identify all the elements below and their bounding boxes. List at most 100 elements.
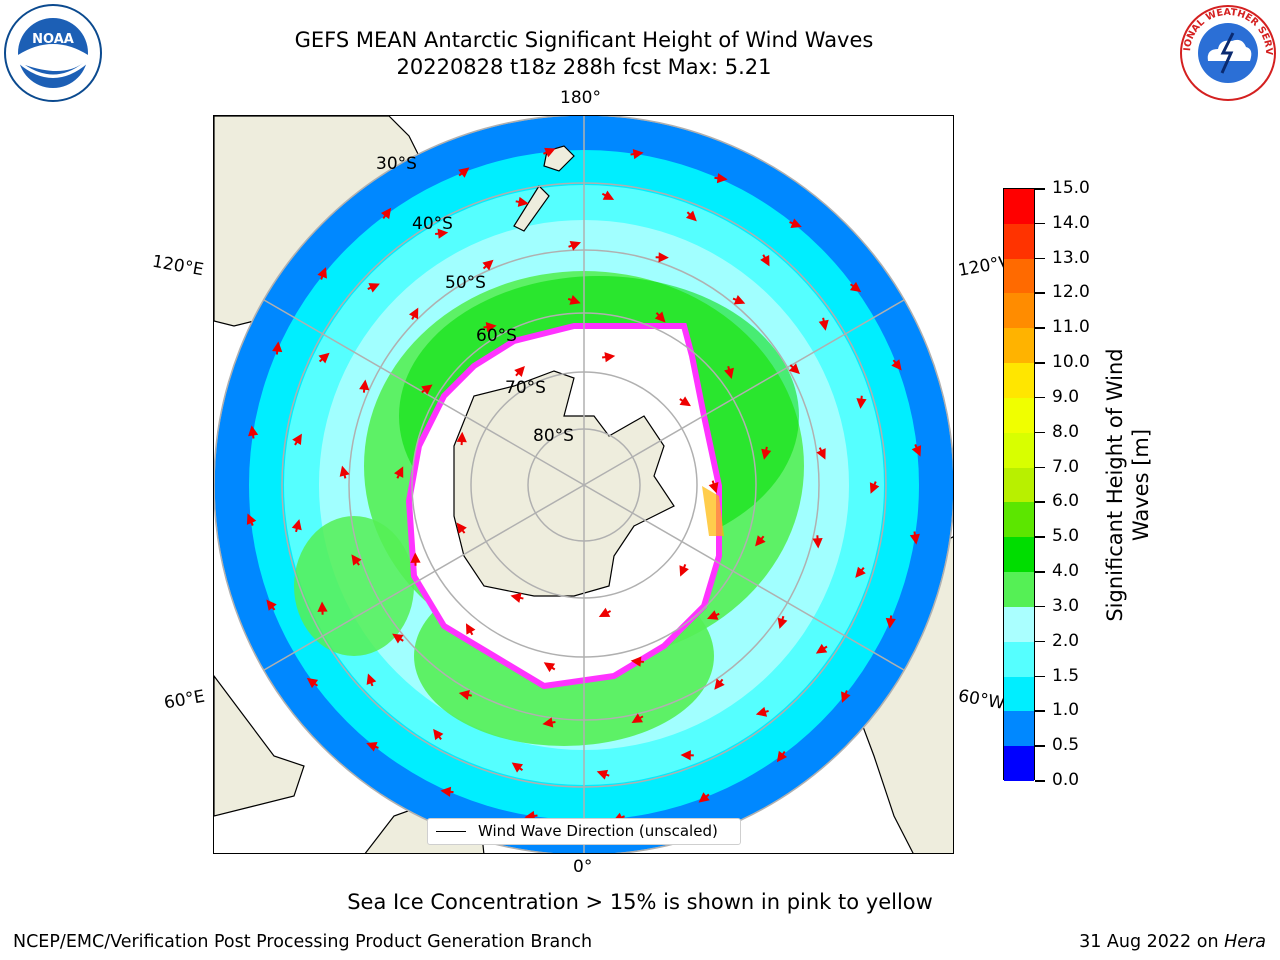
colorbar-tick-label: 2.0 (1052, 630, 1080, 651)
colorbar-tick-label: 15.0 (1052, 178, 1090, 198)
colorbar-band (1004, 676, 1034, 712)
wind-arrow-head (714, 678, 725, 690)
colorbar-tick (1035, 745, 1045, 747)
colorbar (1003, 188, 1035, 782)
wind-arrow-head (440, 786, 452, 797)
colorbar-band (1004, 537, 1034, 573)
noaa-logo-text: NOAA (32, 32, 74, 47)
lon-label-60e: 60°E (162, 686, 207, 714)
wind-arrow-head (841, 691, 851, 703)
wind-arrow-head (733, 294, 746, 305)
wind-arrow-head (604, 352, 616, 363)
wind-arrow-head (631, 713, 643, 724)
colorbar-band (1004, 223, 1034, 260)
wind-arrow-head (317, 601, 328, 612)
colorbar-tick (1035, 605, 1045, 608)
wind-arrow-head (815, 643, 828, 654)
colorbar-band (1004, 502, 1034, 538)
wind-arrow-head (885, 617, 896, 629)
wind-arrow-head (630, 656, 642, 667)
wind-arrow-head (716, 173, 728, 184)
wind-arrow-head (456, 431, 467, 443)
footer-date-text: 31 Aug 2022 on (1079, 932, 1219, 952)
colorbar-band (1004, 397, 1034, 434)
wind-arrow-head (911, 445, 922, 457)
wind-arrow-head (394, 466, 404, 478)
colorbar-tick-label: 0.0 (1052, 770, 1080, 790)
colorbar-tick (1035, 188, 1045, 190)
wind-arrow-head (812, 537, 823, 549)
colorbar-title-line2: Waves [m] (1129, 428, 1153, 542)
wind-arrow-head (458, 690, 470, 701)
colorbar-tick-label: 7.0 (1052, 456, 1080, 477)
wind-arrow-head (755, 706, 768, 717)
colorbar-tick-label: 8.0 (1052, 421, 1080, 442)
lat-label-80s: 80°S (533, 426, 574, 446)
colorbar-tick-label: 11.0 (1052, 317, 1090, 338)
colorbar-band (1004, 641, 1034, 678)
noaa-logo: NOAA (4, 4, 102, 102)
wind-arrow-head (410, 552, 421, 563)
colorbar-tick (1035, 431, 1045, 434)
colorbar-title-line1: Significant Height of Wind (1103, 348, 1127, 622)
wind-arrow-head (658, 252, 669, 263)
chart-title: GEFS MEAN Antarctic Significant Height o… (294, 28, 874, 52)
colorbar-tick-label: 0.5 (1052, 735, 1080, 756)
wind-arrow-head (869, 482, 880, 494)
wind-arrow-head (543, 662, 556, 673)
sea-ice-note: Sea Ice Concentration > 15% is shown in … (347, 890, 933, 914)
colorbar-tick (1035, 536, 1045, 538)
lat-label-50s: 50°S (445, 273, 486, 293)
wind-arrow-head (510, 592, 522, 603)
wind-arrow-head (777, 617, 788, 629)
wind-arrow-head (755, 535, 766, 547)
colorbar-tick (1035, 396, 1045, 399)
wind-arrow-head (517, 196, 529, 207)
colorbar-tick (1035, 292, 1045, 294)
wind-arrow-head (891, 359, 902, 371)
colorbar-tick-label: 13.0 (1052, 247, 1090, 268)
wind-arrow-head (788, 363, 800, 375)
colorbar-band (1004, 606, 1034, 643)
wind-arrow-head (909, 533, 920, 545)
wind-arrow-head (698, 792, 710, 803)
footer-date: 31 Aug 2022 on Hera (1079, 932, 1266, 952)
wind-arrow-head (685, 210, 697, 222)
wind-arrow-head (485, 322, 497, 333)
colorbar-tick-label: 5.0 (1052, 526, 1080, 547)
wind-arrow-head (596, 769, 609, 780)
colorbar-tick-label: 1.5 (1052, 665, 1080, 686)
wind-arrow-head (706, 610, 719, 620)
wind-arrow-head (818, 319, 829, 331)
lat-label-70s: 70°S (505, 378, 546, 398)
footer-credit: NCEP/EMC/Verification Post Processing Pr… (13, 932, 593, 952)
wind-arrow-head (856, 398, 867, 409)
wind-arrow-head (654, 311, 666, 323)
wind-arrow-head (421, 384, 433, 395)
wind-arrow-head (511, 762, 524, 773)
colorbar-band (1004, 572, 1034, 608)
wind-arrow-head (339, 465, 350, 477)
colorbar-tick-label: 4.0 (1052, 561, 1080, 582)
wind-arrow-head (248, 425, 259, 437)
wind-arrow-head (437, 228, 449, 239)
wind-arrow-head (632, 149, 644, 160)
wind-arrow-head (776, 750, 788, 763)
footer-machine: Hera (1224, 932, 1266, 952)
colorbar-band (1004, 432, 1034, 469)
colorbar-tick-label: 10.0 (1052, 352, 1090, 373)
colorbar-tick-label: 6.0 (1052, 491, 1080, 512)
colorbar-tick (1035, 675, 1045, 678)
colorbar-title: Significant Height of Wind Waves [m] (1102, 315, 1154, 655)
chart-subtitle: 20220828 t18z 288h fcst Max: 5.21 (396, 55, 772, 79)
lon-label-120e: 120°E (150, 251, 206, 281)
wind-arrow-head (380, 207, 392, 220)
colorbar-tick (1035, 710, 1045, 712)
legend-label: Wind Wave Direction (unscaled) (478, 822, 718, 840)
wind-arrow-head (291, 519, 302, 531)
colorbar-tick-label: 14.0 (1052, 212, 1090, 233)
wind-arrow-head (433, 728, 444, 741)
wind-arrow-head (569, 240, 581, 251)
wind-arrow-head (318, 352, 330, 364)
land-antarctica (453, 370, 675, 597)
